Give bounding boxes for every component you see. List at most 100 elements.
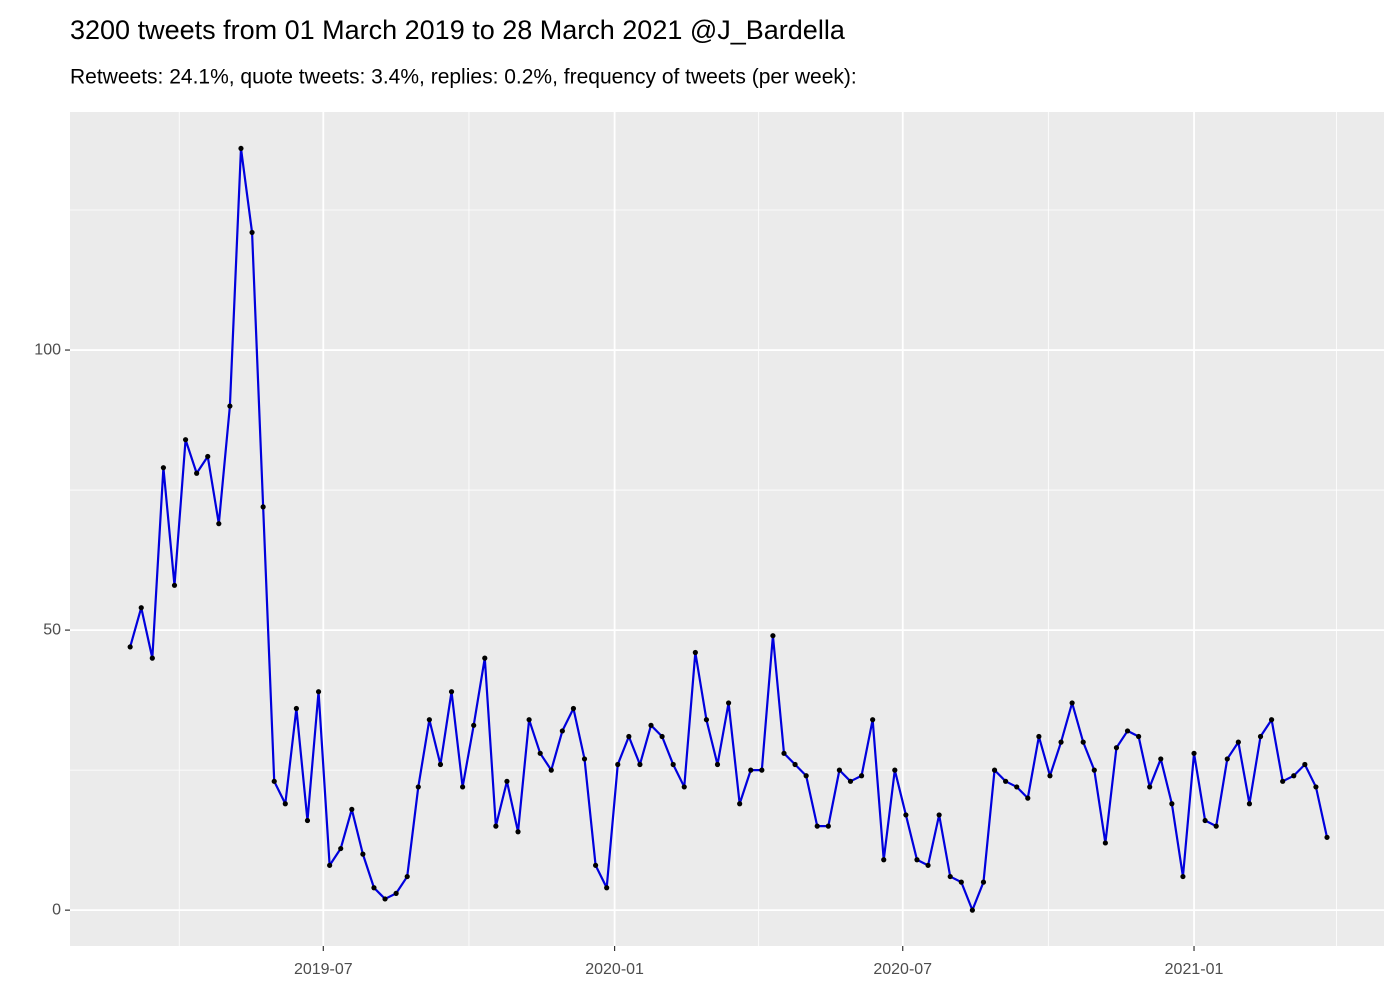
point (847, 778, 854, 784)
point (216, 521, 222, 527)
point (925, 862, 931, 868)
point (1069, 700, 1075, 706)
point (460, 784, 466, 790)
point (637, 761, 643, 768)
point (482, 655, 488, 661)
point (670, 761, 676, 768)
point (1191, 750, 1197, 756)
point (1003, 778, 1009, 784)
point (382, 896, 388, 902)
point (1257, 733, 1264, 740)
y-tick-label: 100 (34, 341, 61, 358)
panel (70, 112, 1384, 946)
point (249, 229, 255, 236)
point (327, 862, 333, 868)
point (1147, 784, 1153, 790)
point (282, 801, 288, 807)
point (515, 829, 521, 835)
point (581, 756, 588, 762)
point (149, 655, 155, 661)
point (360, 851, 366, 857)
point (393, 890, 399, 896)
point (1113, 745, 1120, 751)
chart-subtitle: Retweets: 24.1%, quote tweets: 3.4%, rep… (70, 66, 857, 89)
point (1213, 823, 1219, 829)
point (858, 773, 865, 779)
point (1235, 739, 1241, 745)
point (271, 778, 277, 784)
point (836, 767, 843, 773)
point (504, 778, 510, 784)
point (160, 465, 167, 471)
point (315, 689, 322, 695)
point (615, 761, 621, 768)
point (692, 649, 698, 656)
point (892, 767, 898, 773)
point (404, 873, 410, 880)
point (138, 605, 144, 611)
point (415, 784, 421, 790)
point (914, 857, 920, 863)
point (1102, 840, 1108, 846)
point (980, 879, 987, 885)
point (1202, 817, 1208, 824)
point (448, 689, 455, 695)
y-tick-label: 0 (52, 901, 61, 918)
point (471, 722, 477, 728)
point (205, 453, 211, 460)
point (969, 907, 975, 913)
point (493, 823, 499, 829)
point (1324, 834, 1330, 840)
point (1047, 773, 1053, 779)
point (1124, 728, 1131, 734)
point (1291, 773, 1297, 779)
point (1169, 801, 1175, 807)
point (1246, 801, 1253, 807)
point (437, 761, 444, 768)
point (825, 823, 831, 829)
point (1058, 739, 1064, 745)
point (1014, 784, 1020, 790)
chart-title: 3200 tweets from 01 March 2019 to 28 Mar… (70, 15, 846, 45)
point (559, 728, 565, 734)
point (1180, 873, 1186, 880)
point (593, 862, 599, 868)
point (714, 761, 721, 768)
x-tick-label: 2020-07 (873, 961, 932, 978)
point (1091, 767, 1097, 773)
point (537, 750, 543, 756)
point (770, 633, 776, 639)
point (227, 403, 233, 409)
point (870, 717, 876, 723)
point (681, 784, 687, 790)
point (1036, 733, 1042, 740)
point (548, 767, 554, 773)
point (1268, 717, 1275, 723)
point (1224, 756, 1230, 762)
point (1280, 778, 1286, 784)
point (194, 470, 200, 476)
point (526, 717, 532, 723)
point (703, 717, 710, 723)
point (182, 437, 189, 443)
point (781, 750, 787, 756)
point (659, 733, 665, 740)
point (260, 504, 266, 510)
point (171, 582, 178, 588)
point (881, 857, 887, 863)
point (1313, 784, 1319, 790)
point (1025, 795, 1031, 801)
point (426, 717, 432, 723)
point (803, 773, 809, 779)
point (748, 767, 754, 773)
point (958, 879, 964, 885)
point (947, 873, 953, 880)
point (648, 722, 654, 728)
point (338, 845, 344, 852)
point (304, 817, 311, 824)
point (293, 705, 299, 712)
y-tick-label: 50 (43, 621, 61, 638)
point (936, 812, 942, 818)
